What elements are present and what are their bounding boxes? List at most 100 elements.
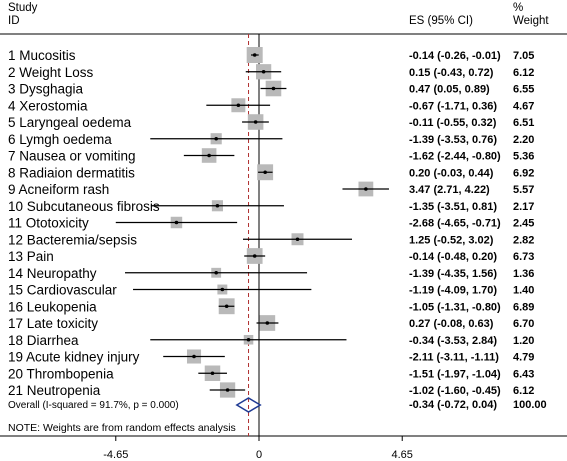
point-estimate	[225, 388, 230, 392]
weight-text: 1.40	[513, 285, 534, 297]
overall-weight: 100.00	[513, 399, 547, 411]
study-label: 11 Ototoxicity	[8, 216, 89, 231]
study-row: 15 Cardiovascular -1.19 (-4.09, 1.70) 1.40	[8, 283, 534, 298]
weight-text: 6.12	[513, 67, 534, 79]
weight-text: 6.92	[513, 167, 534, 179]
point-estimate	[210, 371, 215, 376]
point-estimate	[246, 337, 251, 342]
es-ci-text: -0.14 (-0.26, -0.01)	[409, 50, 501, 62]
study-label: 13 Pain	[8, 249, 54, 264]
x-tick-label: 4.65	[392, 449, 413, 461]
study-label: 1 Mucositis	[8, 48, 76, 63]
es-ci-text: -0.11 (-0.55, 0.32)	[409, 117, 497, 129]
es-ci-text: 0.20 (-0.03, 0.44)	[409, 167, 494, 179]
weight-text: 1.20	[513, 335, 534, 347]
study-row: 16 Leukopenia -1.05 (-1.31, -0.80) 6.89	[8, 298, 534, 314]
study-label: 7 Nausea or vomiting	[8, 149, 136, 164]
weight-text: 6.70	[513, 318, 534, 330]
study-row: 2 Weight Loss 0.15 (-0.43, 0.72) 6.12	[8, 64, 534, 80]
study-row: 9 Acneiform rash 3.47 (2.71, 4.22) 5.57	[8, 181, 534, 197]
weight-text: 7.05	[513, 50, 534, 62]
study-label: 10 Subcutaneous fibrosis	[8, 199, 160, 214]
study-row: 21 Neutropenia -1.02 (-1.60, -0.45) 6.12	[8, 382, 534, 398]
es-ci-text: -1.35 (-3.51, 0.81)	[409, 201, 497, 213]
point-estimate	[236, 103, 241, 108]
es-ci-text: -1.02 (-1.60, -0.45)	[409, 385, 501, 397]
weight-text: 6.51	[513, 117, 534, 129]
weight-text: 6.43	[513, 368, 534, 380]
study-label: 18 Diarrhea	[8, 333, 79, 348]
es-ci-text: -0.34 (-3.53, 2.84)	[409, 335, 497, 347]
study-label: 5 Laryngeal oedema	[8, 115, 132, 130]
study-rows: 1 Mucositis -0.14 (-0.26, -0.01) 7.05 2 Wei…	[8, 47, 534, 398]
header-es: ES (95% CI)	[409, 15, 473, 27]
study-row: 7 Nausea or vomiting -1.62 (-2.44, -0.80)…	[8, 148, 534, 164]
es-ci-text: -0.67 (-1.71, 0.36)	[409, 100, 497, 112]
overall-es-text: -0.34 (-0.72, 0.04)	[409, 399, 497, 411]
study-label: 6 Lymgh oedema	[8, 132, 112, 147]
weight-text: 6.12	[513, 385, 534, 397]
study-label: 15 Cardiovascular	[8, 283, 117, 298]
study-label: 12 Bacteremia/sepsis	[8, 232, 137, 247]
weight-text: 2.82	[513, 234, 534, 246]
es-ci-text: 0.15 (-0.43, 0.72)	[409, 67, 494, 79]
es-ci-text: -1.05 (-1.31, -0.80)	[409, 301, 501, 313]
point-estimate	[252, 254, 257, 258]
study-row: 8 Radiaion dermatitis 0.20 (-0.03, 0.44) 6…	[8, 164, 534, 180]
study-row: 6 Lymgh oedema -1.39 (-3.53, 0.76) 2.20	[8, 132, 534, 147]
study-label: 3 Dysghagia	[8, 82, 84, 97]
study-row: 17 Late toxicity 0.27 (-0.08, 0.63) 6.70	[8, 315, 534, 331]
point-estimate	[252, 53, 257, 57]
study-row: 18 Diarrhea -0.34 (-3.53, 2.84) 1.20	[8, 333, 534, 348]
weight-text: 6.73	[513, 251, 534, 263]
point-estimate	[220, 287, 225, 292]
point-estimate	[295, 237, 300, 242]
point-estimate	[265, 321, 270, 325]
point-estimate	[207, 153, 211, 158]
header-percent: %	[513, 2, 523, 14]
weight-text: 6.55	[513, 84, 534, 96]
study-row: 5 Laryngeal oedema -0.11 (-0.55, 0.32) 6.5…	[8, 114, 534, 130]
study-row: 12 Bacteremia/sepsis 1.25 (-0.52, 3.02) 2.…	[8, 232, 534, 247]
study-label: 4 Xerostomia	[8, 98, 88, 113]
weight-text: 5.36	[513, 151, 534, 163]
weight-text: 2.20	[513, 134, 534, 146]
overall-label: Overall (I-squared = 91.7%, p = 0.000)	[8, 400, 179, 411]
x-axis-ticks: -4.65 0 4.65	[103, 436, 413, 461]
study-row: 3 Dysghagia 0.47 (0.05, 0.89) 6.55	[8, 80, 534, 97]
point-estimate	[192, 354, 196, 359]
study-label: 21 Neutropenia	[8, 383, 101, 398]
es-ci-text: -1.19 (-4.09, 1.70)	[409, 285, 497, 297]
weight-text: 5.57	[513, 184, 534, 196]
point-estimate	[174, 220, 179, 225]
point-estimate	[215, 203, 220, 208]
header-weight: Weight	[513, 15, 549, 27]
point-estimate	[224, 304, 229, 309]
x-tick-label: 0	[256, 449, 262, 461]
es-ci-text: -1.39 (-3.53, 0.76)	[409, 134, 497, 146]
study-row: 19 Acute kidney injury -2.11 (-3.11, -1.1…	[8, 349, 534, 365]
es-ci-text: -1.39 (-4.35, 1.56)	[409, 268, 497, 280]
overall-diamond	[235, 397, 262, 413]
weight-text: 4.79	[513, 352, 534, 364]
es-ci-text: -1.62 (-2.44, -0.80)	[409, 151, 501, 163]
study-row: 11 Ototoxicity -2.68 (-4.65, -0.71) 2.45	[8, 216, 534, 231]
es-ci-text: 3.47 (2.71, 4.22)	[409, 184, 490, 196]
es-ci-text: -2.11 (-3.11, -1.11)	[409, 352, 499, 364]
point-estimate	[261, 69, 266, 74]
study-row: 13 Pain -0.14 (-0.48, 0.20) 6.73	[8, 248, 534, 264]
weight-text: 1.36	[513, 268, 534, 280]
es-ci-text: -1.51 (-1.97, -1.04)	[409, 368, 501, 380]
point-estimate	[271, 86, 276, 91]
study-label: 14 Neuropathy	[8, 266, 97, 281]
study-row: 1 Mucositis -0.14 (-0.26, -0.01) 7.05	[8, 47, 534, 63]
header-id: ID	[8, 15, 20, 27]
point-estimate	[214, 136, 218, 141]
es-ci-text: -0.14 (-0.48, 0.20)	[409, 251, 497, 263]
point-estimate	[253, 120, 258, 124]
study-label: 9 Acneiform rash	[8, 182, 109, 197]
es-ci-text: 0.27 (-0.08, 0.63)	[409, 318, 494, 330]
header-study: Study	[8, 2, 38, 14]
study-row: 20 Thrombopenia -1.51 (-1.97, -1.04) 6.43	[8, 365, 534, 381]
